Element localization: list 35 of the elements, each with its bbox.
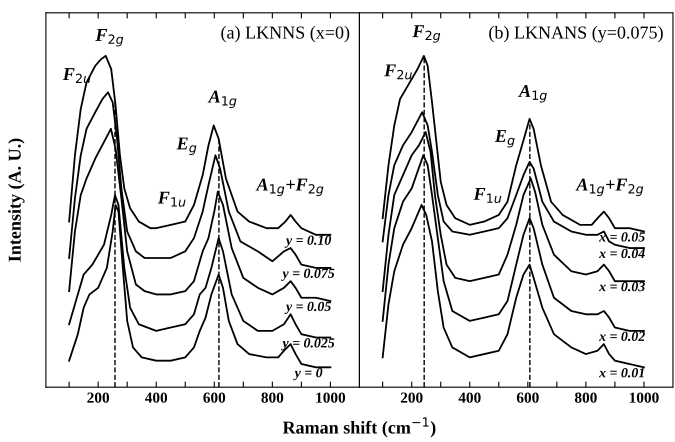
x-tick-label: 1000 [630,392,659,403]
chart-title: (a) LKNNS (x=0) [221,26,350,42]
series-label: y = 0 [293,368,322,380]
x-tick-label: 200 [87,392,110,403]
annotation: E$_{g}$ [176,138,196,155]
annotation: F$_{1u}$ [158,192,186,207]
annotation: A$_{1g}$+F$_{2g}$ [575,178,644,196]
x-tick-label: 1000 [316,392,346,403]
x-tick-label: 800 [261,392,284,403]
series-label: y = 0.025 [281,338,334,350]
chart-title: (b) LKNANS (y=0.075) [489,26,663,42]
series-label: y = 0.10 [284,235,332,248]
annotation: F$_{1u}$ [474,188,502,203]
annotation: A$_{1g}$ [518,84,547,102]
series-label: y = 0.05 [284,302,331,314]
series-label: y = 0.075 [281,268,334,281]
x-tick-label: 400 [144,392,168,403]
annotation: E$_{g}$ [494,130,515,148]
series-label: x = 0.01 [598,368,644,378]
series-label: x = 0.02 [598,332,645,342]
series-label: x = 0.04 [598,248,645,258]
annotation: F$_{2u}$ [384,64,412,80]
x-tick-label: 200 [400,392,423,403]
text: F$_{2g}$ [412,25,440,43]
series-label: x = 0.03 [598,282,645,292]
text: F$_{2g}$ [95,29,124,46]
x-tick-label: 800 [574,392,597,403]
y-axis-title: Intensity (A. U.) [8,138,25,262]
x-tick-label: 400 [458,392,481,403]
annotation: A$_{1g}$+F$_{2g}$ [256,178,324,196]
x-tick-label: 600 [516,392,539,403]
series-label: x = 0.05 [598,232,645,242]
x-axis-title: Raman shift (cm$^{−1}$) [282,417,436,438]
annotation: A$_{1g}$ [208,90,236,108]
x-tick-label: 600 [203,392,226,403]
